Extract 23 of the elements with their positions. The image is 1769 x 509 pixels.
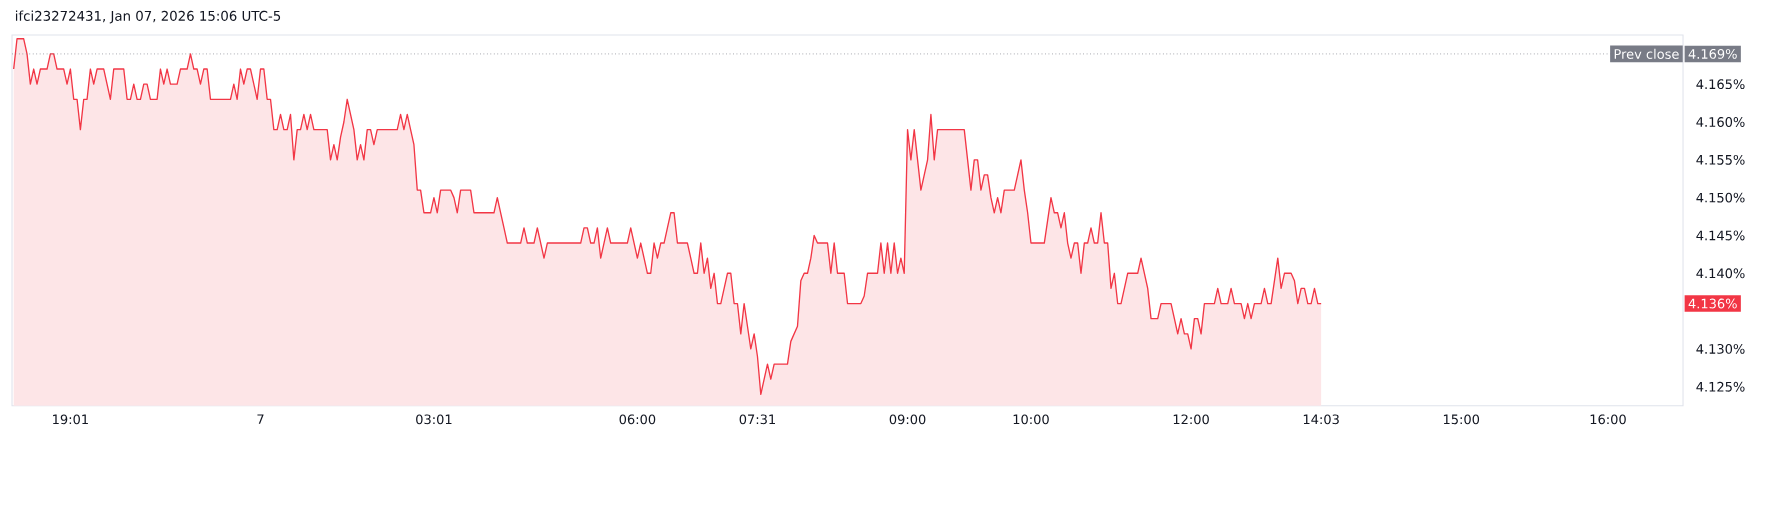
y-tick-label: 4.130% (1696, 344, 1745, 354)
y-tick-label: 4.125% (1696, 381, 1745, 392)
x-tick-label: 14:03 (1303, 414, 1339, 425)
text: 4.136% (1688, 298, 1737, 309)
x-tick-label: 03:01 (416, 414, 452, 425)
x-tick-label: 19:01 (53, 414, 88, 425)
y-tick-label: 4.165% (1696, 79, 1745, 90)
x-tick-label: 06:00 (619, 414, 656, 425)
chart-title: ifci23272431, Jan 07, 2026 15:06 UTC-5 (15, 10, 281, 24)
x-tick-label: 07:31 (739, 414, 775, 425)
x-tick-label: 10:00 (1013, 414, 1049, 425)
y-tick-label: 4.155% (1696, 154, 1745, 165)
y-tick-label: 4.140% (1696, 268, 1745, 279)
x-tick-label: 16:00 (1590, 414, 1626, 425)
x-tick-label: 12:00 (1173, 414, 1209, 425)
ref-line-label: Prev close (1614, 48, 1679, 59)
x-tick-label: 7 (257, 414, 264, 424)
y-tick-label: 4.145% (1696, 230, 1745, 241)
y-tick-label: 4.160% (1696, 117, 1745, 127)
x-tick-label: 09:00 (889, 414, 926, 425)
x-tick-label: 15:00 (1443, 414, 1480, 425)
text: 4.169% (1688, 48, 1737, 59)
y-tick-label: 4.150% (1696, 192, 1745, 203)
